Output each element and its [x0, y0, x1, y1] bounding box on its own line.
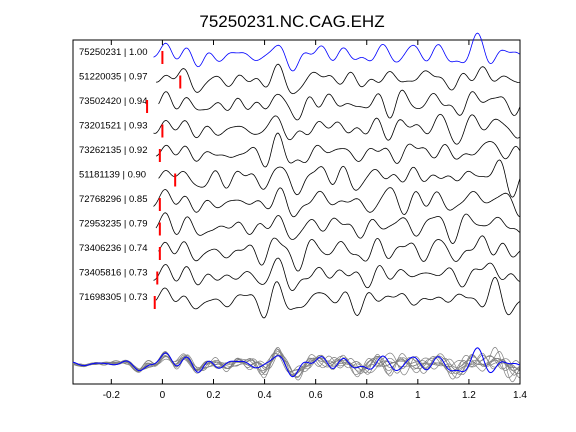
x-tick-label: 0.6: [309, 390, 323, 401]
chart-title: 75250231.NC.CAG.EHZ: [199, 12, 384, 31]
trace-label: 71698305 | 0.73: [79, 292, 148, 303]
plot-area: [72, 39, 521, 385]
x-tick-label: 0.2: [207, 390, 221, 401]
stack-reference-trace: [72, 347, 520, 378]
trace-label: 73262135 | 0.92: [79, 145, 148, 156]
trace-line: [153, 32, 520, 72]
x-tick-label: 1.4: [513, 390, 527, 401]
stack-trace: [72, 346, 520, 379]
trace-line: [153, 257, 520, 292]
trace-label: 72953235 | 0.79: [79, 219, 148, 230]
trace-line: [155, 276, 520, 319]
x-tick-label: 0: [160, 390, 166, 401]
trace-line: [156, 63, 520, 95]
trace-label: 75250231 | 1.00: [79, 47, 148, 58]
trace-labels: 75250231 | 1.00 51220035 | 0.97 73502420 |…: [79, 47, 148, 303]
trace-line: [158, 159, 521, 198]
trace-label: 72768296 | 0.85: [79, 194, 148, 205]
trace-line: [158, 89, 521, 121]
trace-label: 73406236 | 0.74: [79, 243, 148, 254]
trace-line: [158, 235, 521, 272]
trace-label: 73201521 | 0.93: [79, 121, 148, 132]
x-tick-label: 0.8: [360, 390, 374, 401]
stack-trace: [72, 347, 520, 376]
x-tick-label: -0.2: [103, 390, 121, 401]
trace-line: [155, 132, 520, 168]
x-tick-label: 1: [415, 390, 421, 401]
stack-panel: [72, 346, 520, 383]
trace-line: [153, 113, 520, 145]
stack-trace: [72, 352, 520, 381]
trace-label: 51181139 | 0.90: [79, 170, 146, 181]
x-tick-label: 0.4: [258, 390, 272, 401]
pick-markers: [146, 51, 182, 309]
trace-line: [153, 187, 520, 218]
trace-label: 73405816 | 0.73: [79, 268, 148, 279]
x-axis: -0.2 0 0.2 0.4 0.6 0.8 1 1.2 1.4: [103, 40, 527, 401]
traces: [153, 32, 521, 319]
trace-label: 73502420 | 0.94: [79, 96, 148, 107]
x-tick-label: 1.2: [462, 390, 476, 401]
trace-line: [155, 212, 520, 245]
trace-label: 51220035 | 0.97: [79, 72, 148, 83]
